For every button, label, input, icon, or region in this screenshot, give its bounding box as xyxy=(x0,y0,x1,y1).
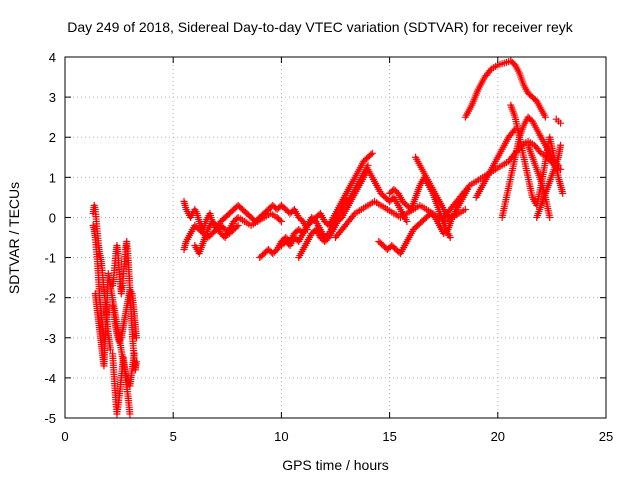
axis-ticks: 0 5 10 15 20 25 -5 -4 -3 -2 -1 0 1 2 3 4 xyxy=(44,50,613,444)
data-point xyxy=(126,410,134,418)
y-tick-label: -1 xyxy=(44,251,56,266)
data-point xyxy=(541,113,549,121)
series-sat-w xyxy=(524,141,554,221)
series-sat-h xyxy=(180,221,242,254)
x-tick-label: 5 xyxy=(170,429,177,444)
plot-frame xyxy=(64,56,607,419)
x-tick-label: 0 xyxy=(61,429,68,444)
y-tick-label: 4 xyxy=(49,50,56,65)
x-tick-label: 15 xyxy=(382,429,396,444)
data-point xyxy=(557,119,565,127)
series-sat-x xyxy=(552,115,565,127)
data-point xyxy=(557,165,565,173)
series-sat-l xyxy=(295,165,411,262)
y-tick-label: 3 xyxy=(49,90,56,105)
data-point xyxy=(276,216,284,224)
data-point xyxy=(233,223,241,231)
data-point xyxy=(461,205,469,213)
data-point xyxy=(368,149,376,157)
series-sat-u xyxy=(507,101,567,209)
series-sat-f xyxy=(91,270,138,390)
y-tick-label: -2 xyxy=(44,291,56,306)
data-point xyxy=(132,334,140,342)
data-point xyxy=(277,217,285,225)
series-sat-r xyxy=(461,57,549,121)
data-point xyxy=(403,217,411,225)
data-point xyxy=(536,148,544,156)
y-tick-label: -3 xyxy=(44,331,56,346)
x-axis-label: GPS time / hours xyxy=(282,457,389,473)
data-points xyxy=(89,57,567,418)
data-point xyxy=(130,350,138,358)
data-point xyxy=(486,67,494,75)
series-sat-n xyxy=(375,209,456,258)
series-sat-p xyxy=(412,153,472,221)
x-tick-label: 25 xyxy=(599,429,613,444)
x-tick-label: 20 xyxy=(491,429,505,444)
data-point xyxy=(446,234,454,241)
data-point xyxy=(106,346,114,354)
y-tick-label: -5 xyxy=(44,411,56,426)
x-tick-label: 10 xyxy=(274,429,288,444)
y-tick-label: 0 xyxy=(49,210,56,225)
chart-title: Day 249 of 2018, Sidereal Day-to-day VTE… xyxy=(67,19,573,35)
data-point xyxy=(557,141,565,149)
y-tick-label: 2 xyxy=(49,130,56,145)
data-point xyxy=(234,221,242,229)
series-sat-s xyxy=(472,125,519,201)
y-tick-label: 1 xyxy=(49,170,56,185)
data-point xyxy=(464,183,472,191)
grid-lines xyxy=(65,57,606,418)
data-point xyxy=(350,211,358,219)
data-point xyxy=(546,213,554,221)
series-sat-i xyxy=(191,209,285,258)
y-tick-label: -4 xyxy=(44,371,56,386)
data-point xyxy=(559,189,567,197)
data-point xyxy=(367,151,375,159)
